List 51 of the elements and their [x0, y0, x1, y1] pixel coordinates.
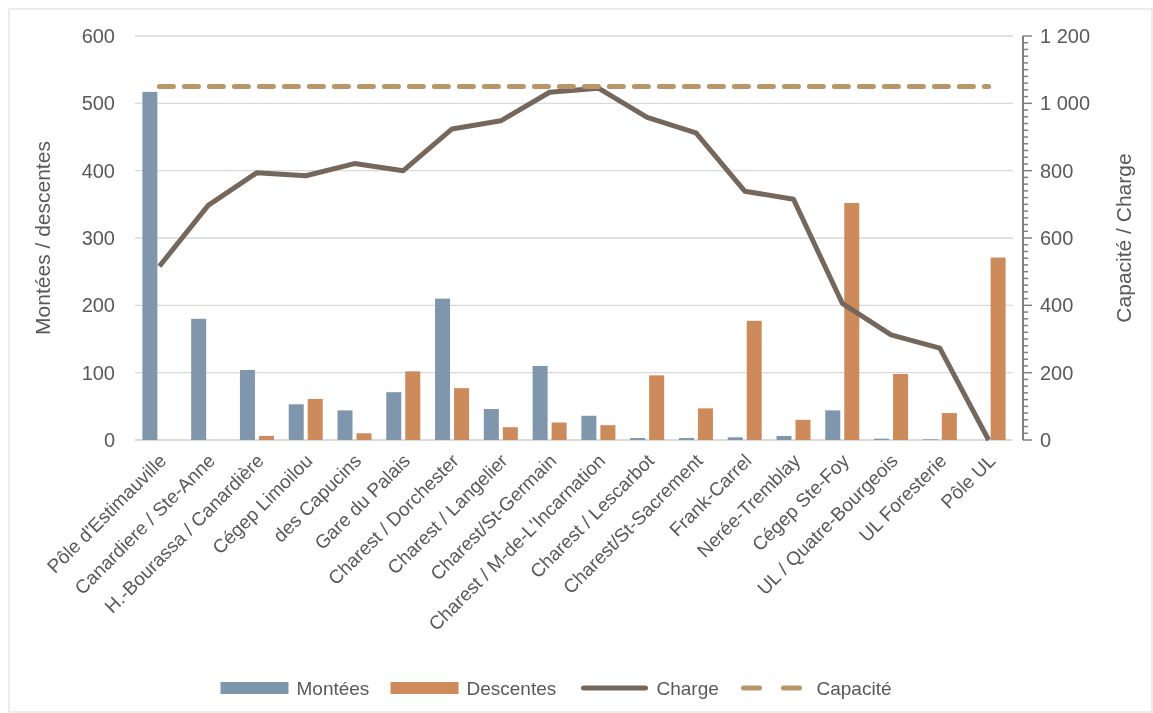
- bar: [191, 318, 207, 440]
- bar: [649, 375, 665, 440]
- legend-label: Charge: [656, 677, 719, 699]
- bar: [356, 433, 372, 440]
- y-tick-label: 200: [81, 294, 115, 317]
- y-tick-label: 0: [103, 429, 115, 451]
- y2-tick-label: 0: [1040, 429, 1052, 451]
- bar: [697, 408, 713, 440]
- bar: [844, 202, 860, 440]
- y2-tick-label: 1 000: [1040, 92, 1091, 115]
- bar: [142, 91, 158, 440]
- y2-tick-label: 200: [1040, 361, 1074, 384]
- legend-label: Descentes: [466, 677, 557, 699]
- bar: [307, 398, 323, 440]
- bar: [435, 298, 451, 440]
- bar: [483, 409, 499, 440]
- bar: [776, 435, 792, 440]
- bar: [386, 392, 402, 440]
- bar: [678, 437, 694, 440]
- bar: [893, 374, 909, 440]
- y2-axis-title: Capacité / Charge: [1112, 153, 1135, 323]
- y2-tick-label: 400: [1040, 294, 1074, 317]
- bar: [288, 404, 304, 440]
- y-tick-label: 600: [81, 25, 115, 47]
- bar: [337, 410, 353, 440]
- bar: [825, 410, 841, 440]
- bar: [746, 320, 762, 440]
- bar: [258, 435, 274, 440]
- bar: [405, 371, 421, 440]
- legend-label: Montées: [296, 677, 370, 699]
- bar: [727, 437, 743, 440]
- bar: [551, 422, 567, 440]
- bar: [600, 425, 616, 440]
- y-axis-title: Montées / descentes: [31, 141, 54, 335]
- bar: [581, 415, 597, 440]
- y-tick-label: 300: [81, 227, 115, 249]
- y2-tick-label: 800: [1040, 159, 1074, 182]
- bar: [630, 437, 646, 440]
- y-tick-label: 400: [81, 159, 115, 182]
- bar: [239, 369, 255, 440]
- y2-tick-label: 600: [1040, 227, 1074, 249]
- y-tick-label: 500: [81, 92, 115, 115]
- bar: [990, 257, 1006, 440]
- bar: [941, 413, 957, 440]
- bar: [795, 419, 811, 440]
- legend-label: Capacité: [816, 677, 892, 699]
- y-tick-label: 100: [81, 361, 115, 384]
- bar: [454, 388, 470, 440]
- y2-tick-label: 1 200: [1040, 25, 1091, 47]
- bar: [532, 365, 548, 440]
- bar: [502, 427, 518, 440]
